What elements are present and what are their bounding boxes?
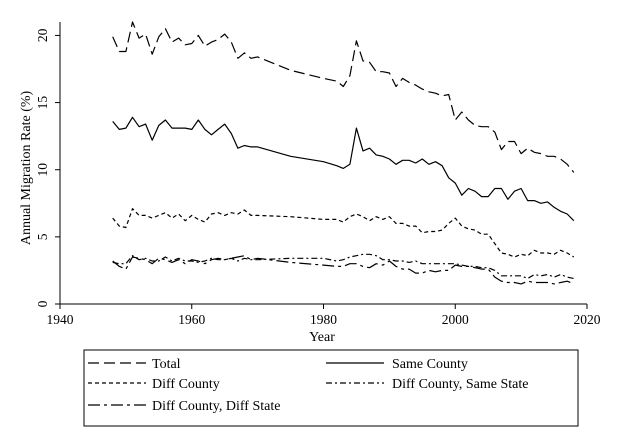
series-line-diff-county [112,208,575,258]
y-tick-label: 0 [35,300,50,307]
legend-label: Same County [392,357,468,372]
x-tick-label: 1980 [310,312,337,327]
legend-label: Diff County, Same State [392,377,529,392]
series-line-diff-county-diff-state [112,255,575,285]
legend: Total Same County Diff County Diff County, … [83,349,579,427]
x-tick-label: 2020 [574,312,601,327]
plot-frame [59,22,587,305]
y-tick-label: 15 [35,96,50,110]
x-axis-title: Year [309,330,335,345]
legend-label: Diff County, Diff State [152,399,280,414]
x-tick-label: 2000 [442,312,469,327]
legend-label: Total [152,357,181,372]
y-axis-title: Annual Migration Rate (%) [19,90,34,245]
series-line-same-county [112,116,575,222]
x-axis-ticks: 1940 1960 1980 2000 2020 [47,304,601,327]
series-line-total [112,21,575,173]
series-layer [112,21,575,285]
x-tick-label: 1960 [178,312,205,327]
y-tick-label: 20 [35,28,50,42]
legend-label: Diff County [152,377,220,392]
y-axis-ticks: 0 5 10 15 20 [35,28,60,307]
y-tick-label: 10 [35,163,50,177]
y-tick-label: 5 [35,233,50,240]
series-line-diff-county-same-state [112,253,574,280]
x-tick-label: 1940 [47,312,74,327]
legend-box [83,349,579,427]
